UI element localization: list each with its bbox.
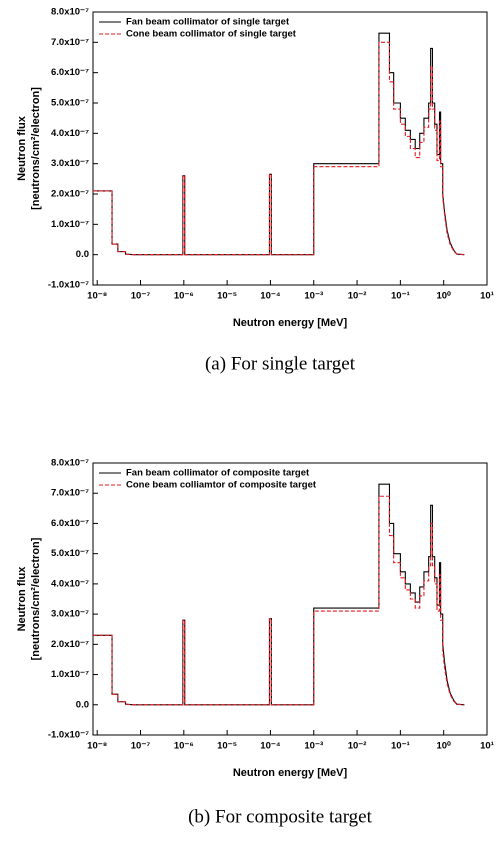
- y-tick-label: 5.0x10⁻⁷: [51, 98, 89, 109]
- plot-frame: [92, 462, 488, 736]
- x-tick-label: 10⁻²: [348, 741, 367, 752]
- y-tick-label: 7.0x10⁻⁷: [51, 488, 89, 499]
- y-tick-label: -1.0x10⁻⁷: [48, 280, 89, 291]
- y-axis-label: Neutron flux: [16, 566, 28, 632]
- x-axis-label: Neutron energy [MeV]: [233, 317, 348, 329]
- caption: (b) For composite target: [188, 806, 373, 827]
- x-tick-label: 10⁻⁵: [217, 291, 237, 302]
- y-tick-label: 1.0x10⁻⁷: [51, 669, 89, 680]
- y-tick-label: 2.0x10⁻⁷: [51, 639, 89, 650]
- chart: -1.0x10⁻⁷ 0.0 1.0x10⁻⁷ 2.0x10⁻⁷ 3.0x10⁻⁷ 4.0x…: [16, 7, 494, 375]
- chart: -1.0x10⁻⁷ 0.0 1.0x10⁻⁷ 2.0x10⁻⁷ 3.0x10⁻⁷ 4.0x…: [16, 458, 494, 828]
- y-tick-label: 3.0x10⁻⁷: [51, 609, 89, 620]
- caption: (a) For single target: [205, 353, 356, 374]
- x-tick-label: 10⁻⁷: [131, 291, 151, 302]
- y-tick-label: 0.0: [76, 249, 89, 260]
- legend-label: Cone beam collimator of single target: [126, 29, 297, 40]
- legend-label: Fan beam collimator of composite target: [126, 468, 310, 479]
- x-tick-label: 10⁻⁴: [260, 741, 281, 752]
- y-axis-label: [neutrons/cm²/electron]: [30, 87, 42, 210]
- series-line: [93, 483, 465, 706]
- y-tick-label: 2.0x10⁻⁷: [51, 189, 89, 200]
- y-tick-label: 3.0x10⁻⁷: [51, 158, 89, 169]
- plot-frame: [92, 11, 488, 286]
- y-tick-label: 6.0x10⁻⁷: [51, 518, 89, 529]
- x-tick-label: 10⁻⁷: [131, 741, 151, 752]
- legend-label: Cone beam colliamtor of composite target: [126, 480, 317, 491]
- x-tick-label: 10¹: [480, 291, 494, 302]
- x-tick-label: 10⁰: [436, 741, 451, 752]
- y-tick-label: 4.0x10⁻⁷: [51, 578, 89, 589]
- x-tick-label: 10⁻³: [304, 291, 323, 302]
- y-axis-label: [neutrons/cm²/electron]: [30, 537, 42, 660]
- y-tick-label: 5.0x10⁻⁷: [51, 548, 89, 559]
- series-line: [93, 495, 465, 706]
- y-tick-label: 4.0x10⁻⁷: [51, 128, 89, 139]
- series-line: [93, 41, 465, 256]
- x-tick-label: 10⁻³: [304, 741, 323, 752]
- y-axis-label: Neutron flux: [16, 115, 28, 181]
- y-tick-label: 7.0x10⁻⁷: [51, 37, 89, 48]
- x-tick-label: 10⁻⁶: [174, 741, 194, 752]
- series-line: [93, 32, 465, 256]
- y-tick-label: 8.0x10⁻⁷: [51, 7, 89, 18]
- y-tick-label: 6.0x10⁻⁷: [51, 67, 89, 78]
- x-tick-label: 10⁻¹: [391, 741, 410, 752]
- x-tick-label: 10⁻⁸: [87, 741, 107, 752]
- x-tick-label: 10⁻⁵: [217, 741, 237, 752]
- x-tick-label: 10⁻⁶: [174, 291, 194, 302]
- y-tick-label: 8.0x10⁻⁷: [51, 458, 89, 469]
- legend-label: Fan beam collimator of single target: [126, 17, 290, 28]
- x-axis-label: Neutron energy [MeV]: [233, 767, 348, 779]
- x-tick-label: 10⁻²: [348, 291, 367, 302]
- x-tick-label: 10⁰: [436, 291, 451, 302]
- x-tick-label: 10¹: [480, 741, 494, 752]
- x-tick-label: 10⁻¹: [391, 291, 410, 302]
- x-tick-label: 10⁻⁴: [260, 291, 281, 302]
- y-tick-label: 0.0: [76, 699, 89, 710]
- x-tick-label: 10⁻⁸: [87, 291, 107, 302]
- y-tick-label: 1.0x10⁻⁷: [51, 219, 89, 230]
- y-tick-label: -1.0x10⁻⁷: [48, 730, 89, 741]
